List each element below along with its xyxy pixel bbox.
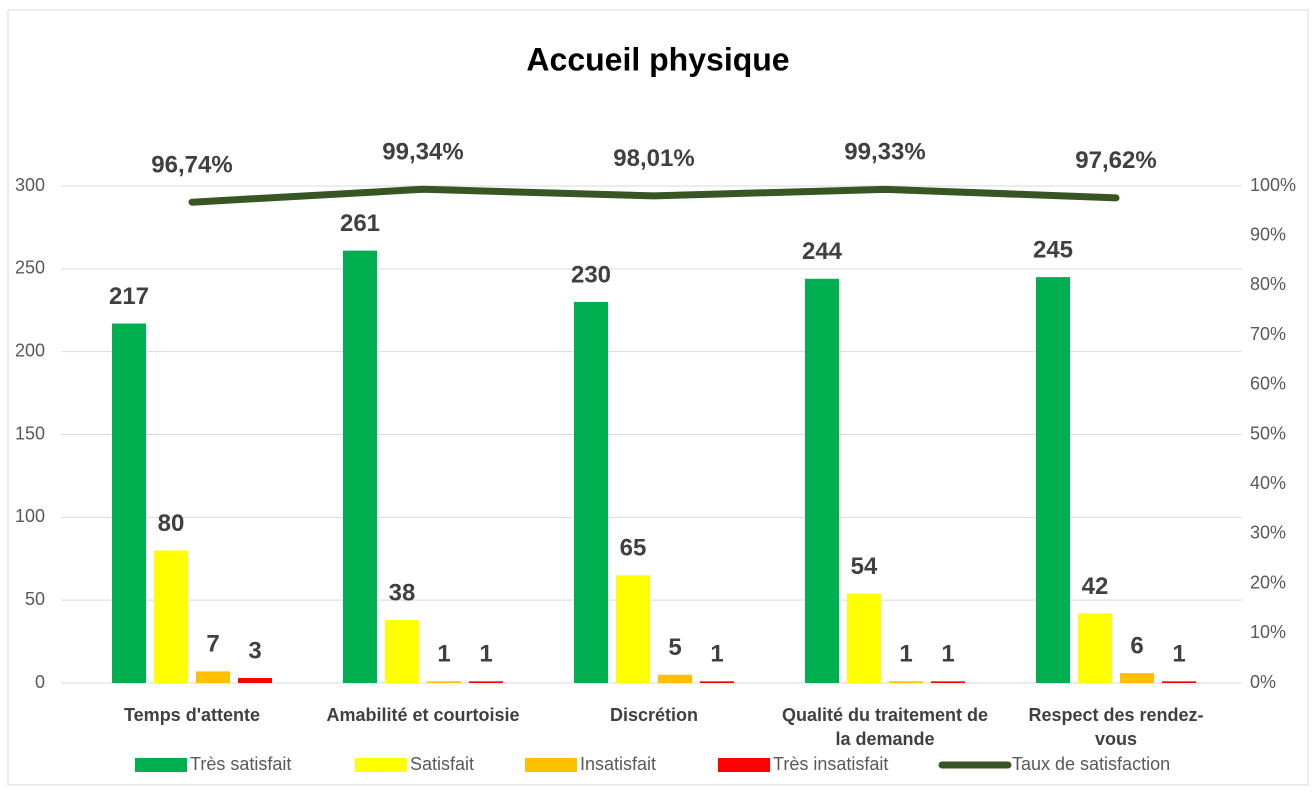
bar	[469, 681, 503, 683]
bar	[931, 681, 965, 683]
y2-tick-label: 20%	[1250, 572, 1286, 592]
legend-label: Très insatisfait	[773, 754, 888, 774]
legend-swatch	[355, 758, 407, 772]
bar	[1120, 673, 1154, 683]
legend-label: Très satisfait	[190, 754, 291, 774]
data-label: 230	[571, 261, 611, 288]
y2-tick-label: 100%	[1250, 175, 1296, 195]
x-tick-label: Discrétion	[609, 705, 699, 725]
data-label: 54	[851, 553, 878, 580]
bar	[847, 593, 881, 683]
data-label: 38	[389, 579, 416, 606]
bar	[805, 278, 839, 683]
bar	[700, 681, 734, 683]
bar	[427, 681, 461, 683]
chart-title: Accueil physique	[526, 41, 789, 77]
x-tick-label: Qualité du traitement de la demande	[781, 705, 989, 749]
y-tick-label: 100	[15, 506, 45, 526]
bar	[154, 550, 188, 683]
data-label: 261	[340, 210, 380, 237]
y2-tick-label: 40%	[1250, 473, 1286, 493]
data-label: 80	[158, 510, 185, 537]
bar	[112, 323, 146, 683]
y-tick-label: 0	[35, 672, 45, 692]
y2-tick-label: 90%	[1250, 224, 1286, 244]
data-label: 99,34%	[382, 139, 463, 166]
legend-label: Satisfait	[410, 754, 474, 774]
data-label: 42	[1082, 573, 1109, 600]
bar	[238, 678, 272, 683]
data-label: 217	[109, 283, 149, 310]
bar	[385, 620, 419, 683]
y2-tick-label: 50%	[1250, 423, 1286, 443]
y-tick-label: 200	[15, 340, 45, 360]
legend-label: Taux de satisfaction	[1012, 754, 1170, 774]
data-label: 1	[710, 641, 723, 668]
bar	[658, 674, 692, 683]
data-label: 65	[620, 535, 647, 562]
data-label: 1	[899, 641, 912, 668]
bar	[574, 301, 608, 683]
y-tick-label: 250	[15, 258, 45, 278]
bar	[1162, 681, 1196, 683]
data-label: 6	[1130, 632, 1143, 659]
bar	[343, 250, 377, 684]
data-label: 97,62%	[1075, 147, 1156, 174]
y-tick-label: 150	[15, 423, 45, 443]
line	[188, 185, 1120, 206]
bar	[889, 681, 923, 683]
legend-swatch	[135, 758, 187, 772]
data-label: 1	[437, 641, 450, 668]
data-label: 99,33%	[844, 139, 925, 166]
data-label: 1	[479, 641, 492, 668]
data-label: 1	[1172, 641, 1185, 668]
data-label: 96,74%	[151, 152, 232, 179]
y2-tick-label: 10%	[1250, 622, 1286, 642]
y2-tick-label: 30%	[1250, 523, 1286, 543]
data-label: 7	[206, 631, 219, 658]
data-label: 245	[1033, 236, 1073, 263]
data-label: 3	[248, 637, 261, 664]
x-tick-label: Respect des rendez-vous	[1028, 705, 1204, 749]
data-label: 98,01%	[613, 145, 694, 172]
bar	[196, 671, 230, 683]
y2-tick-label: 80%	[1250, 274, 1286, 294]
y2-tick-label: 60%	[1250, 374, 1286, 394]
bar	[1078, 613, 1112, 683]
data-label: 244	[802, 238, 843, 265]
y-tick-label: 300	[15, 175, 45, 195]
legend-swatch	[718, 758, 770, 772]
legend-swatch	[525, 758, 577, 772]
x-tick-label: Amabilité et courtoisie	[326, 705, 520, 725]
bar	[1036, 277, 1070, 683]
x-tick-label: Temps d'attente	[124, 705, 260, 725]
legend-label: Insatisfait	[580, 754, 656, 774]
data-label: 5	[668, 634, 681, 661]
data-label: 1	[941, 641, 954, 668]
chart-border	[7, 9, 1309, 786]
y2-tick-label: 70%	[1250, 324, 1286, 344]
bar	[616, 575, 650, 683]
y-tick-label: 50	[25, 589, 45, 609]
y2-tick-label: 0%	[1250, 672, 1276, 692]
